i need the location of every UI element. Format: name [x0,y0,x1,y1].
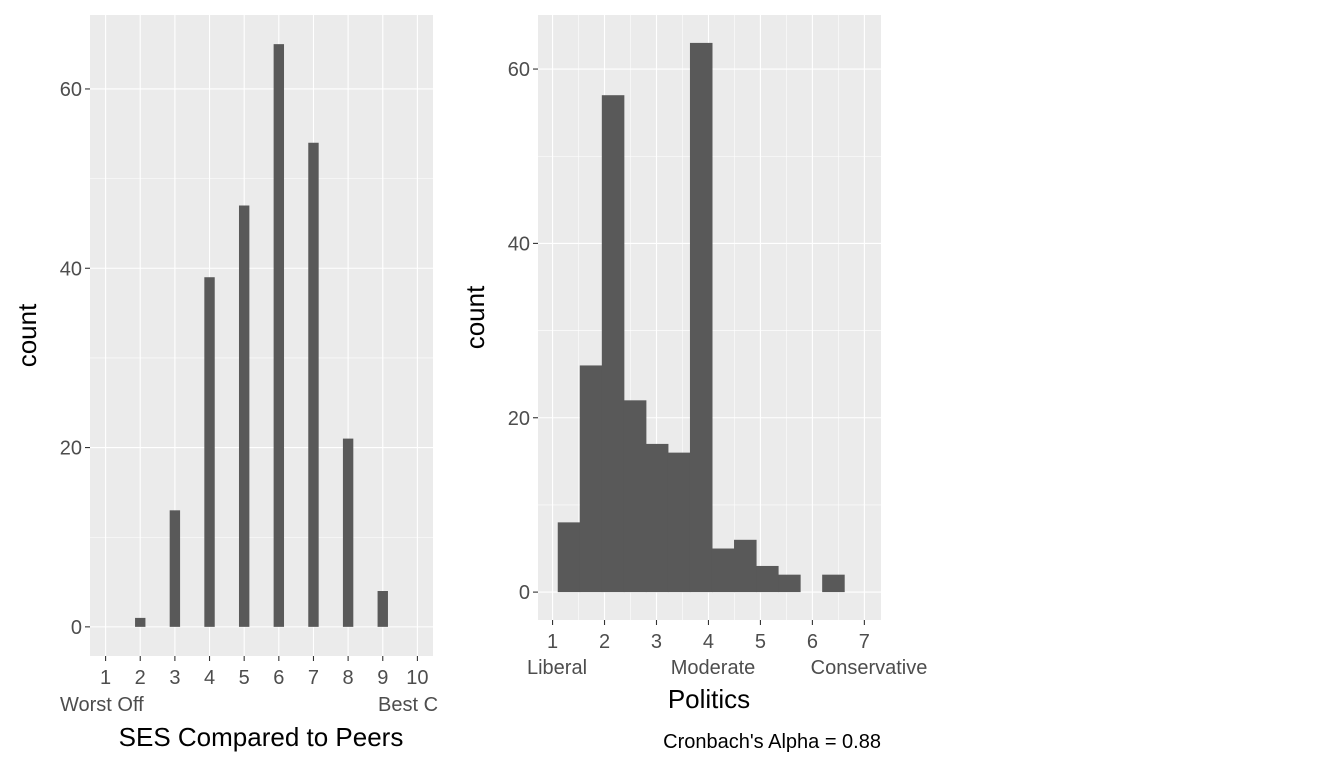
bar-7 [308,142,319,627]
bin-8 [711,548,735,593]
bin-7 [689,42,713,593]
x-tick-label: 2 [135,667,146,689]
bin-4 [623,400,647,593]
x-tick-label: 1 [547,631,558,653]
bar-2 [135,617,146,627]
x-tick-label: 3 [651,631,662,653]
bin-3 [601,95,625,593]
x-tick-label: 5 [239,667,250,689]
bar-6 [273,44,285,627]
bar-5 [238,205,250,627]
x-anchor-label-moderate: Moderate [671,657,756,679]
y-tick-label: 20 [60,438,82,460]
y-tick-label: 60 [508,59,530,81]
x-tick-label: 9 [377,667,388,689]
bin-13 [822,574,845,593]
x-tick-label: 3 [169,667,180,689]
x-tick-label: 10 [406,667,428,689]
x-axis-title: SES Compared to Peers [119,722,404,752]
x-tick-label: 2 [599,631,610,653]
y-axis: 0 20 40 60 [60,79,90,639]
bin-6 [667,452,691,593]
x-axis: 1 2 3 4 5 6 7 8 9 10 [100,656,429,689]
panel-background [90,15,433,656]
y-tick-label: 40 [508,233,530,255]
bar-3 [169,510,181,627]
bin-1 [557,522,581,593]
bars [135,44,388,627]
x-anchor-label-conservative: Conservative [811,657,928,679]
x-tick-label: 4 [204,667,215,689]
y-tick-label: 0 [519,582,530,604]
chart-1: 0 20 40 60 1 2 3 4 5 6 7 8 9 10 Worst Off Best C SES Com… [12,15,438,752]
x-anchor-label-best: Best C [378,694,438,716]
x-anchor-label-liberal: Liberal [527,657,587,679]
x-tick-label: 1 [100,667,111,689]
x-tick-label: 8 [343,667,354,689]
y-axis: 0 20 40 60 [508,59,538,604]
x-tick-label: 4 [703,631,714,653]
x-tick-label: 7 [308,667,319,689]
x-anchor-label-worst: Worst Off [60,694,144,716]
bars [557,42,845,593]
y-tick-label: 60 [60,79,82,101]
y-tick-label: 0 [71,617,82,639]
x-tick-label: 6 [273,667,284,689]
x-tick-label: 5 [755,631,766,653]
bin-5 [645,443,669,593]
x-tick-label: 6 [807,631,818,653]
x-axis: 1 2 3 4 5 6 7 [547,620,870,653]
caption: Cronbach's Alpha = 0.88 [663,731,881,753]
chart-2: 0 20 40 60 1 2 3 4 5 6 7 Liberal Moderate Conservativ… [460,15,927,753]
bar-8 [342,438,354,627]
x-tick-label: 7 [859,631,870,653]
x-axis-title: Politics [668,684,750,714]
bin-10 [756,565,779,593]
y-tick-label: 20 [508,408,530,430]
bar-9 [377,591,388,627]
bar-4 [204,277,215,627]
bin-9 [734,539,757,593]
bin-11 [778,574,801,593]
bin-2 [579,365,603,593]
y-axis-title: count [12,303,42,367]
y-axis-title: count [460,285,490,349]
y-tick-label: 40 [60,258,82,280]
